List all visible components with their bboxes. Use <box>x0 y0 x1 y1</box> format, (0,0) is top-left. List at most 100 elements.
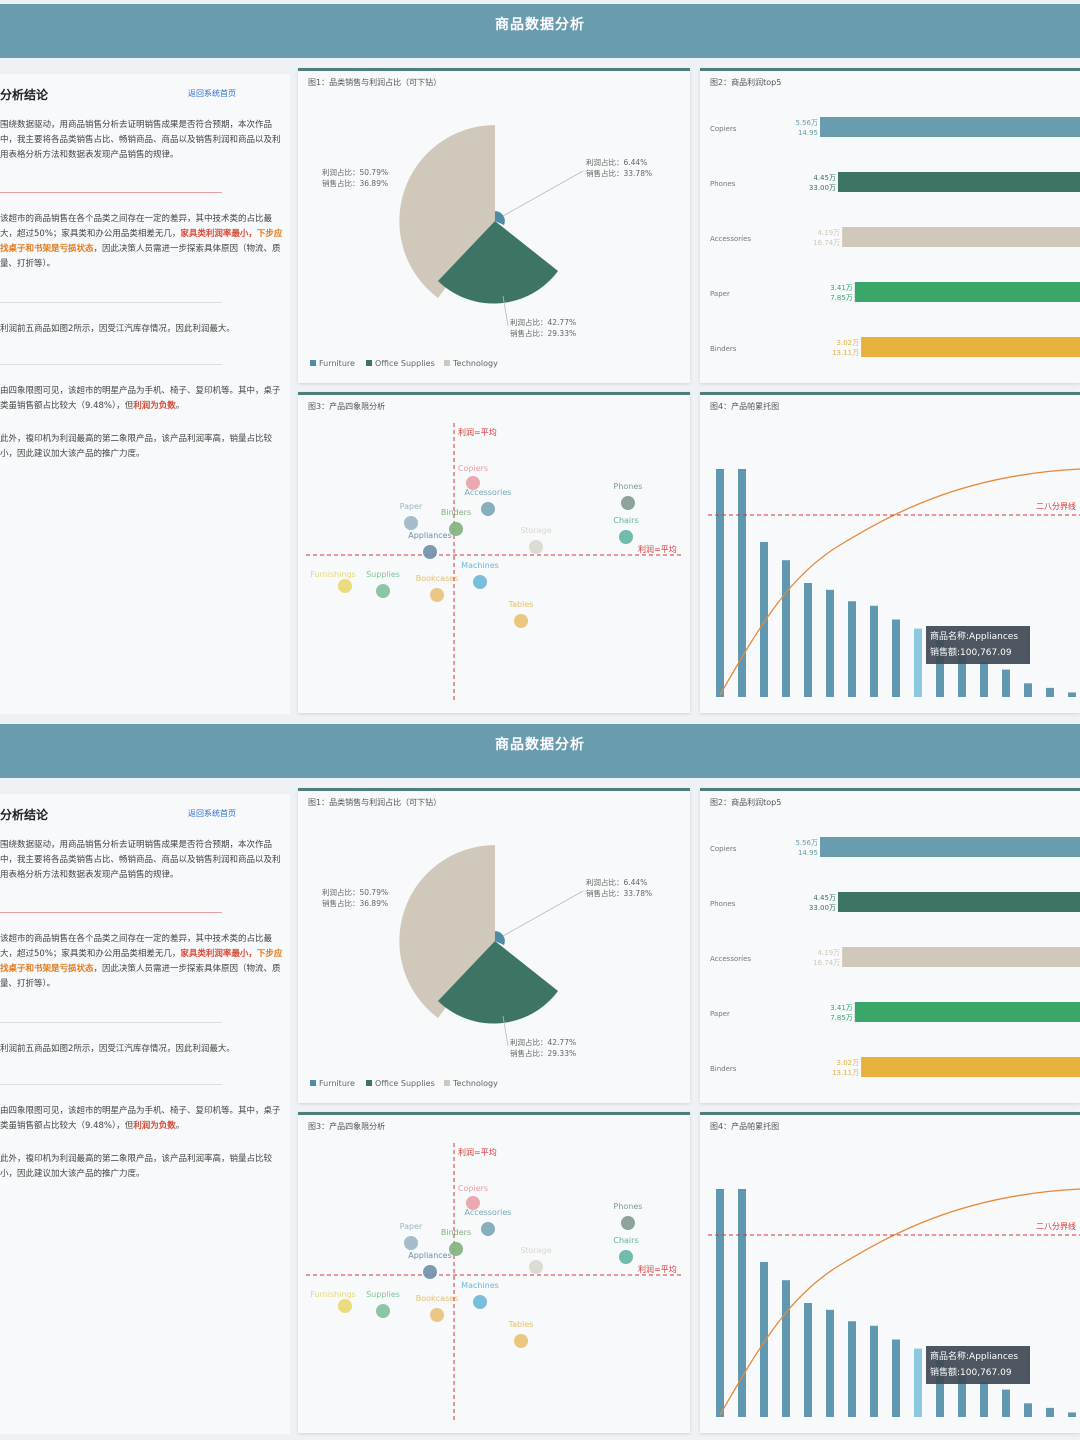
pareto-bar[interactable] <box>936 1357 944 1417</box>
pie-slice-office-supplies[interactable] <box>495 211 505 225</box>
legend-item[interactable]: Furniture <box>319 359 355 368</box>
scatter-point-appliances[interactable] <box>423 545 437 559</box>
pareto-bar[interactable] <box>958 1375 966 1417</box>
pareto-bar[interactable] <box>914 1348 922 1417</box>
pareto-bar[interactable] <box>980 662 988 697</box>
legend-item[interactable]: Technology <box>452 1079 498 1088</box>
pie-label: 利润占比：6.44% <box>586 157 647 167</box>
home-link[interactable]: 返回系统首页 <box>188 89 236 98</box>
pareto-bar[interactable] <box>716 469 724 697</box>
pareto-bar[interactable] <box>848 1321 856 1417</box>
pareto-bar[interactable] <box>738 469 746 697</box>
scatter-point-label: Appliances <box>408 1251 452 1260</box>
bar-category-label: Binders <box>710 345 737 353</box>
bar-copiers[interactable] <box>820 117 1080 137</box>
scatter-point-bookcases[interactable] <box>430 1308 444 1322</box>
bar-chart[interactable]: Copiers 5.56万 14.95 Phones 4.45万 33.00万 Access… <box>700 791 1080 1103</box>
pareto-bar[interactable] <box>716 1189 724 1417</box>
scatter-point-copiers[interactable] <box>466 1196 480 1210</box>
scatter-point-binders[interactable] <box>449 522 463 536</box>
scatter-point-accessories[interactable] <box>481 502 495 516</box>
pareto-bar[interactable] <box>1068 1412 1076 1417</box>
pareto-bar[interactable] <box>892 619 900 697</box>
legend-item[interactable]: Office Supplies <box>375 1079 435 1088</box>
pareto-bar[interactable] <box>738 1189 746 1417</box>
scatter-point-accessories[interactable] <box>481 1222 495 1236</box>
scatter-point-tables[interactable] <box>514 1334 528 1348</box>
bar-accessories[interactable] <box>842 227 1080 247</box>
home-link[interactable]: 返回系统首页 <box>188 809 236 818</box>
scatter-point-label: Copiers <box>458 1184 488 1193</box>
legend-item[interactable]: Technology <box>452 359 498 368</box>
pareto-bar[interactable] <box>914 628 922 697</box>
pareto-bar[interactable] <box>1046 687 1054 697</box>
bar-phones[interactable] <box>837 172 1080 192</box>
scatter-point-appliances[interactable] <box>423 1265 437 1279</box>
pareto-chart[interactable]: 二八分界线 <box>700 1115 1080 1433</box>
pie-slice-office-supplies[interactable] <box>495 931 505 945</box>
scatter-point-bookcases[interactable] <box>430 588 444 602</box>
bar-binders[interactable] <box>861 1057 1080 1077</box>
pareto-bar[interactable] <box>826 589 834 697</box>
scatter-point-phones[interactable] <box>621 496 635 510</box>
pareto-bar[interactable] <box>804 583 812 697</box>
bar-paper[interactable] <box>854 282 1080 302</box>
bar-copiers[interactable] <box>820 837 1080 857</box>
bar-chart[interactable]: Copiers 5.56万 14.95 Phones 4.45万 33.00万 Access… <box>700 71 1080 383</box>
chart-title: 图4：产品帕累托图 <box>710 402 780 411</box>
pareto-bar[interactable] <box>1024 1403 1032 1417</box>
scatter-point-furnishings[interactable] <box>338 579 352 593</box>
divider <box>0 302 222 303</box>
pareto-bar[interactable] <box>826 1309 834 1417</box>
pie-slice-furniture[interactable] <box>399 845 495 1018</box>
scatter-point-storage[interactable] <box>529 540 543 554</box>
scatter-point-tables[interactable] <box>514 614 528 628</box>
pareto-bar[interactable] <box>1068 692 1076 697</box>
scatter-point-storage[interactable] <box>529 1260 543 1274</box>
legend-item[interactable]: Furniture <box>319 1079 355 1088</box>
pie-slice-furniture[interactable] <box>399 125 495 298</box>
bar-phones[interactable] <box>837 892 1080 912</box>
scatter-point-paper[interactable] <box>404 1236 418 1250</box>
scatter-point-paper[interactable] <box>404 516 418 530</box>
pareto-bar[interactable] <box>848 601 856 697</box>
bar-accessories[interactable] <box>842 947 1080 967</box>
pareto-bar[interactable] <box>804 1303 812 1417</box>
pareto-bar[interactable] <box>870 605 878 697</box>
pie-slice-technology[interactable] <box>438 941 558 1024</box>
pie-chart[interactable]: 利润占比：50.79% 销售占比：36.89% 利润占比：6.44% 销售占比：… <box>298 71 690 383</box>
pareto-bar[interactable] <box>1002 669 1010 697</box>
pareto-bar[interactable] <box>980 1382 988 1417</box>
pareto-bar[interactable] <box>760 541 768 697</box>
legend-item[interactable]: Office Supplies <box>375 359 435 368</box>
scatter-point-supplies[interactable] <box>376 584 390 598</box>
conclusion-heading: 分析结论 <box>0 808 49 822</box>
scatter-point-chairs[interactable] <box>619 530 633 544</box>
pareto-bar[interactable] <box>782 560 790 697</box>
scatter-point-machines[interactable] <box>473 575 487 589</box>
scatter-point-furnishings[interactable] <box>338 1299 352 1313</box>
pareto-bar[interactable] <box>1046 1407 1054 1417</box>
pareto-bar[interactable] <box>892 1339 900 1417</box>
scatter-chart[interactable]: 利润=平均利润=平均CopiersAccessoriesPhonesChairs… <box>298 395 690 713</box>
pareto-bar[interactable] <box>1002 1389 1010 1417</box>
scatter-point-machines[interactable] <box>473 1295 487 1309</box>
pareto-bar[interactable] <box>782 1280 790 1417</box>
pareto-bar[interactable] <box>760 1261 768 1417</box>
scatter-chart[interactable]: 利润=平均利润=平均CopiersAccessoriesPhonesChairs… <box>298 1115 690 1433</box>
pareto-bar[interactable] <box>958 655 966 697</box>
scatter-point-copiers[interactable] <box>466 476 480 490</box>
pie-chart[interactable]: 利润占比：50.79% 销售占比：36.89% 利润占比：6.44% 销售占比：… <box>298 791 690 1103</box>
pareto-chart[interactable]: 二八分界线 <box>700 395 1080 713</box>
scatter-point-phones[interactable] <box>621 1216 635 1230</box>
pareto-bar[interactable] <box>870 1325 878 1417</box>
scatter-point-chairs[interactable] <box>619 1250 633 1264</box>
bar-binders[interactable] <box>861 337 1080 357</box>
scatter-chart-panel: 图3：产品四象限分析 利润=平均 利润=平均 Copiers Accessories P… <box>298 392 690 713</box>
bar-paper[interactable] <box>854 1002 1080 1022</box>
pie-slice-technology[interactable] <box>438 221 558 304</box>
scatter-point-binders[interactable] <box>449 1242 463 1256</box>
scatter-point-supplies[interactable] <box>376 1304 390 1318</box>
pareto-bar[interactable] <box>1024 683 1032 697</box>
pareto-bar[interactable] <box>936 637 944 697</box>
